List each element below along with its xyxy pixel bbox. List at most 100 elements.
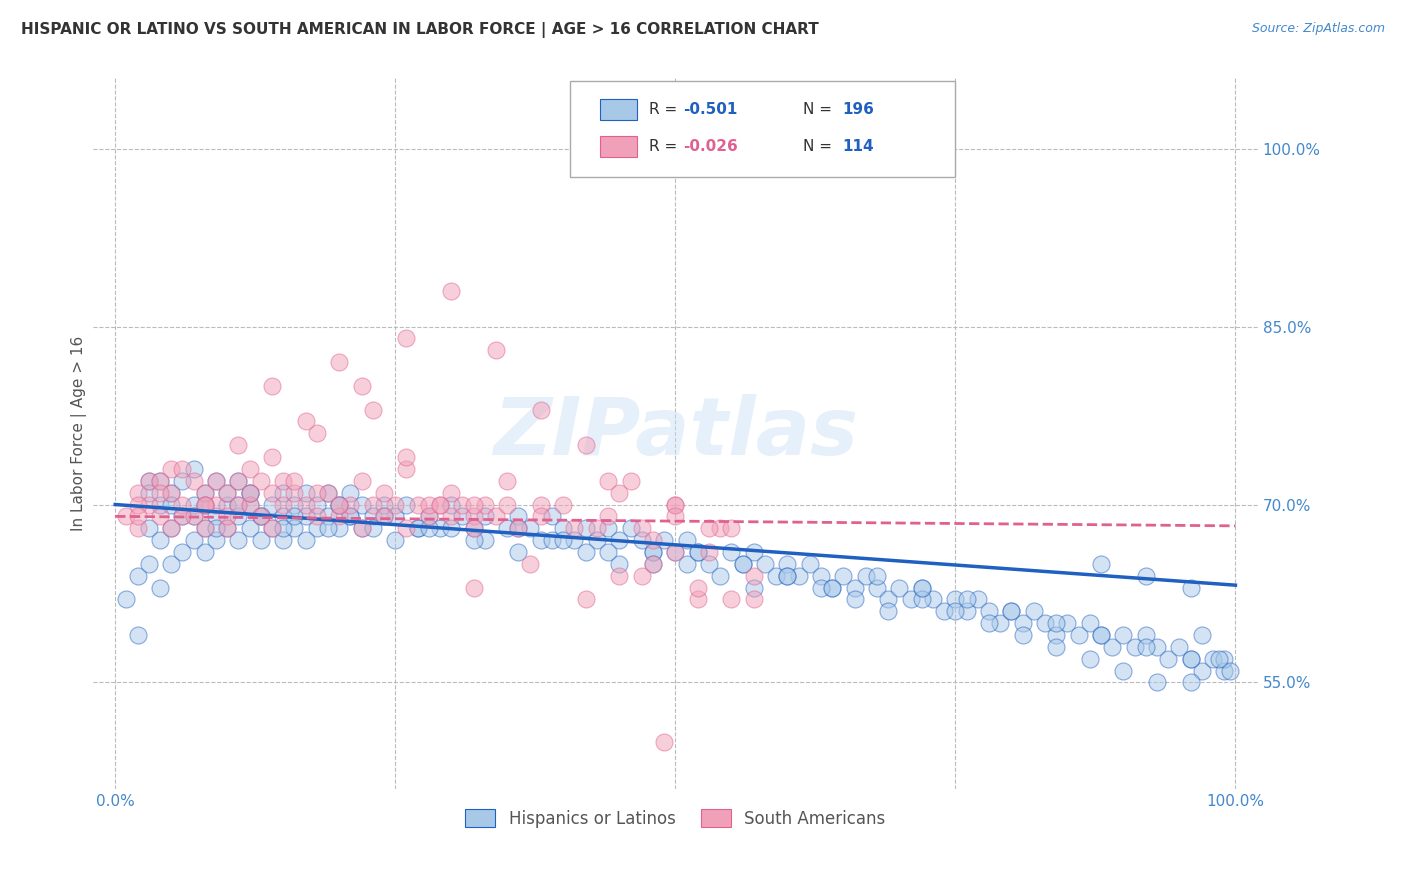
Point	[271, 485, 294, 500]
Point	[194, 485, 217, 500]
Point	[641, 545, 664, 559]
Point	[496, 521, 519, 535]
Point	[350, 521, 373, 535]
Point	[250, 509, 273, 524]
Point	[877, 604, 900, 618]
Point	[1067, 628, 1090, 642]
Point	[1112, 628, 1135, 642]
Point	[172, 474, 194, 488]
Point	[977, 604, 1000, 618]
Point	[1180, 581, 1202, 595]
Point	[821, 581, 844, 595]
Point	[1180, 651, 1202, 665]
Point	[463, 509, 485, 524]
Point	[294, 509, 316, 524]
Point	[316, 485, 339, 500]
Point	[205, 474, 228, 488]
Point	[607, 568, 630, 582]
Point	[283, 521, 305, 535]
Point	[138, 498, 160, 512]
Point	[217, 521, 239, 535]
Point	[1078, 616, 1101, 631]
Point	[754, 557, 776, 571]
Point	[1000, 604, 1022, 618]
Point	[731, 557, 754, 571]
Bar	[599, 99, 637, 120]
Point	[283, 485, 305, 500]
Point	[395, 450, 418, 464]
Text: 114: 114	[842, 139, 873, 154]
Point	[664, 545, 686, 559]
Point	[977, 616, 1000, 631]
Point	[742, 568, 765, 582]
Point	[250, 533, 273, 547]
Legend: Hispanics or Latinos, South Americans: Hispanics or Latinos, South Americans	[458, 803, 891, 834]
Point	[239, 498, 262, 512]
Text: HISPANIC OR LATINO VS SOUTH AMERICAN IN LABOR FORCE | AGE > 16 CORRELATION CHART: HISPANIC OR LATINO VS SOUTH AMERICAN IN …	[21, 22, 818, 38]
Point	[988, 616, 1011, 631]
Point	[463, 521, 485, 535]
Point	[406, 521, 429, 535]
Point	[205, 509, 228, 524]
Point	[149, 498, 172, 512]
Point	[934, 604, 956, 618]
Point	[508, 521, 530, 535]
Point	[799, 557, 821, 571]
Point	[260, 379, 283, 393]
Point	[440, 284, 463, 298]
Point	[463, 581, 485, 595]
Point	[440, 509, 463, 524]
Point	[463, 498, 485, 512]
Point	[720, 545, 742, 559]
Point	[1213, 664, 1236, 678]
Point	[619, 474, 641, 488]
Point	[228, 498, 250, 512]
Point	[440, 498, 463, 512]
Point	[530, 498, 553, 512]
Point	[283, 474, 305, 488]
Point	[1191, 664, 1213, 678]
Point	[1219, 664, 1241, 678]
Point	[149, 474, 172, 488]
Point	[575, 545, 598, 559]
Point	[598, 474, 620, 488]
Point	[395, 521, 418, 535]
Point	[686, 581, 709, 595]
Point	[1011, 616, 1033, 631]
Point	[440, 521, 463, 535]
Point	[384, 509, 406, 524]
Point	[508, 521, 530, 535]
Point	[1146, 640, 1168, 654]
Point	[1180, 675, 1202, 690]
Point	[418, 498, 440, 512]
Point	[508, 509, 530, 524]
Point	[742, 592, 765, 607]
Point	[720, 521, 742, 535]
Point	[239, 485, 262, 500]
Point	[1135, 628, 1157, 642]
Point	[328, 498, 350, 512]
Point	[1202, 651, 1225, 665]
Point	[776, 557, 799, 571]
Point	[217, 498, 239, 512]
Point	[160, 521, 183, 535]
Point	[943, 604, 966, 618]
Point	[1135, 568, 1157, 582]
Point	[172, 462, 194, 476]
Point	[183, 498, 205, 512]
Text: R =: R =	[648, 139, 682, 154]
Point	[350, 474, 373, 488]
Text: -0.026: -0.026	[683, 139, 738, 154]
Point	[463, 533, 485, 547]
Point	[294, 485, 316, 500]
Point	[350, 498, 373, 512]
Point	[866, 581, 889, 595]
Point	[160, 485, 183, 500]
Point	[844, 592, 866, 607]
Point	[138, 521, 160, 535]
Point	[194, 485, 217, 500]
Point	[496, 498, 519, 512]
Point	[742, 545, 765, 559]
Point	[530, 533, 553, 547]
Point	[138, 474, 160, 488]
